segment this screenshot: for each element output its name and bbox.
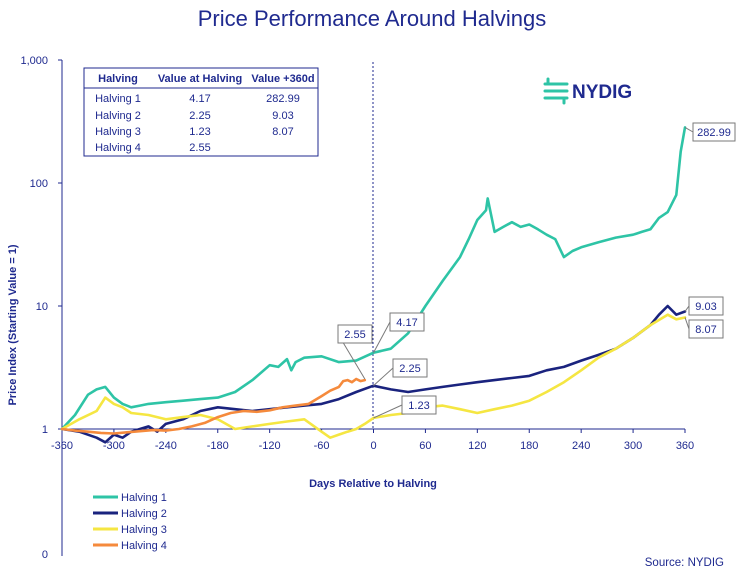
- x-tick-label: 0: [370, 440, 376, 452]
- callout-box: [401, 395, 437, 415]
- table-cell: Halving 1: [95, 93, 141, 105]
- callout-box: [337, 324, 373, 344]
- legend-label: Halving 3: [121, 524, 167, 536]
- callout-leader: [373, 321, 391, 353]
- callout-box: [688, 319, 724, 339]
- x-tick-label: -360: [51, 440, 73, 452]
- source-note: Source: NYDIG: [645, 557, 724, 569]
- y-tick-zero: 0: [42, 549, 48, 561]
- callout-leader: [373, 404, 403, 419]
- table-cell: 2.25: [189, 110, 210, 122]
- legend-label: Halving 4: [121, 540, 167, 552]
- y-tick-label: 1,000: [20, 55, 48, 67]
- table-cell: 282.99: [266, 93, 300, 105]
- x-tick-label: -240: [155, 440, 177, 452]
- table-cell: Halving 3: [95, 126, 141, 138]
- chart-title: Price Performance Around Halvings: [198, 6, 547, 31]
- nydig-logo-icon: [543, 77, 569, 105]
- callout-box: [692, 122, 736, 142]
- y-axis-label: Price Index (Starting Value = 1): [7, 244, 19, 405]
- callout-box: [392, 358, 428, 378]
- legend-label: Halving 2: [121, 508, 167, 520]
- table-header-halving: Halving: [98, 73, 138, 85]
- series-halving-4: [60, 377, 367, 435]
- callout-label: 2.55: [344, 329, 365, 341]
- x-tick-label: 240: [572, 440, 590, 452]
- table-header-value-360: Value +360d: [251, 73, 314, 85]
- table-cell: 1.23: [189, 126, 210, 138]
- nydig-logo: NYDIG: [543, 77, 632, 105]
- callout-leader: [684, 317, 690, 330]
- y-tick-label: 100: [30, 178, 48, 190]
- table-cell: 2.55: [189, 142, 210, 154]
- table-cell: 9.03: [272, 110, 293, 122]
- callout-label: 8.07: [695, 324, 716, 336]
- nydig-logo-text: NYDIG: [572, 82, 632, 103]
- x-tick-label: -120: [259, 440, 281, 452]
- callout-label: 4.17: [396, 317, 417, 329]
- series-halving-2: [60, 304, 687, 444]
- callout-leader: [373, 367, 394, 387]
- table-cell: 4.17: [189, 93, 210, 105]
- x-tick-label: -300: [103, 440, 125, 452]
- x-axis-label: Days Relative to Halving: [309, 478, 437, 490]
- x-tick-label: 360: [676, 440, 694, 452]
- x-tick-label: -180: [207, 440, 229, 452]
- callout-label: 282.99: [697, 127, 731, 139]
- y-ticks: 1 10 100 1,000: [20, 55, 62, 436]
- callout-box: [688, 296, 724, 316]
- legend: Halving 1 Halving 2 Halving 3 Halving 4: [93, 492, 167, 552]
- table-cell: Halving 4: [95, 142, 141, 154]
- legend-label: Halving 1: [121, 492, 167, 504]
- callout-leader: [684, 126, 694, 133]
- x-tick-label: 300: [624, 440, 642, 452]
- y-tick-label: 1: [42, 424, 48, 436]
- x-tick-label: 120: [468, 440, 486, 452]
- table-cell: Halving 2: [95, 110, 141, 122]
- callout-label: 1.23: [408, 400, 429, 412]
- series-halving-3: [60, 313, 687, 440]
- table-header-value-at: Value at Halving: [158, 73, 242, 85]
- callout-box: [389, 312, 425, 332]
- summary-table: Halving Value at Halving Value +360d Hal…: [83, 67, 319, 157]
- x-tick-label: 60: [419, 440, 431, 452]
- callouts: 282.99 9.03 8.07 4.17 2.55 2.25 1.23: [337, 122, 736, 419]
- callout-label: 2.25: [399, 363, 420, 375]
- table-border: [83, 67, 319, 157]
- y-tick-label: 10: [36, 301, 48, 313]
- x-ticks: -360 -300 -240 -180 -120 -60 0 60 120 180 240 300 36…: [51, 429, 694, 452]
- callout-label: 9.03: [695, 301, 716, 313]
- x-tick-label: -60: [314, 440, 330, 452]
- callout-leader: [684, 305, 690, 312]
- x-tick-label: 180: [520, 440, 538, 452]
- table-cell: 8.07: [272, 126, 293, 138]
